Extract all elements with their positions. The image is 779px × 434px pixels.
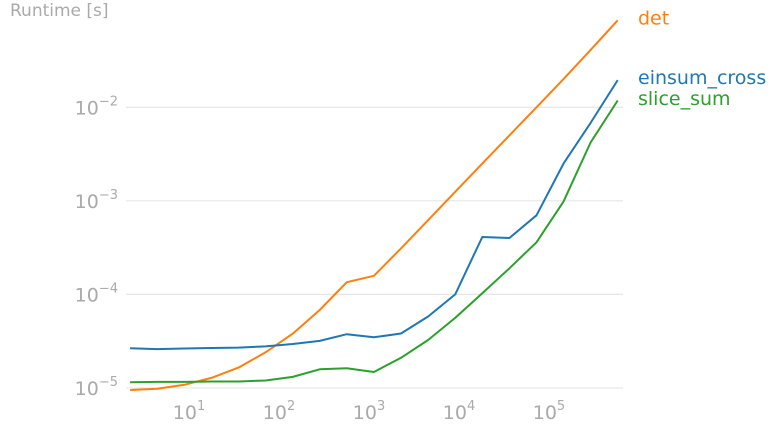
x-tick-label: 101 [173,399,205,424]
axis-ticks: 10−5 10−4 10−3 10−2 101 102 103 104 105 [75,94,566,424]
x-tick-label: 105 [533,399,565,424]
x-tick-label: 102 [263,399,295,424]
x-tick-label: 104 [443,399,475,424]
y-tick-label: 10−4 [75,281,118,306]
series-lines [130,19,619,391]
series-label-det: det [638,7,669,29]
y-tick-label: 10−2 [75,94,118,119]
y-tick-label: 10−3 [75,188,118,213]
series-line-slice-sum [130,99,619,384]
y-gridlines [126,106,623,389]
series-label-einsum-cross: einsum_cross [638,67,766,89]
y-axis-title: Runtime [s] [10,1,109,21]
series-label-slice-sum: slice_sum [638,88,731,110]
series-line-det [130,19,619,391]
y-tick-label: 10−5 [75,375,118,400]
x-tick-label: 103 [353,399,385,424]
series-line-einsum-cross [130,79,619,351]
